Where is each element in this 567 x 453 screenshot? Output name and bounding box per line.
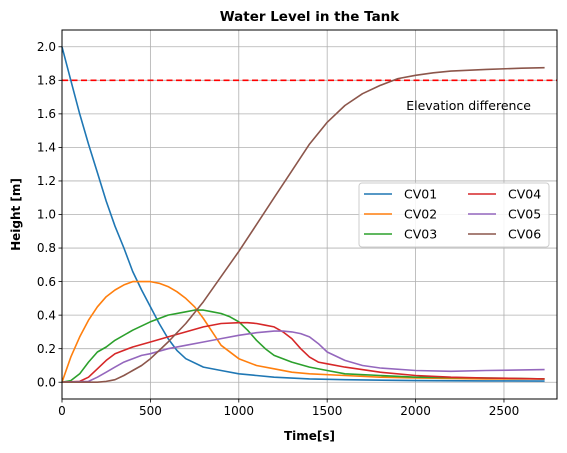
legend: CV01 CV04 CV02 CV05 CV03 CV06 bbox=[358, 182, 550, 248]
legend-label-cv04: CV04 bbox=[508, 186, 541, 201]
legend-label-cv02: CV02 bbox=[404, 206, 437, 221]
series-line-cv04 bbox=[61, 321, 545, 383]
series-line-cv02 bbox=[61, 280, 545, 383]
legend-box bbox=[358, 182, 550, 248]
legend-label-cv01: CV01 bbox=[404, 186, 437, 201]
y-tick-label: 1.8 bbox=[37, 74, 56, 88]
x-tick-label: 2000 bbox=[400, 404, 431, 418]
legend-label-cv05: CV05 bbox=[508, 206, 541, 221]
x-tick-label: 0 bbox=[58, 404, 66, 418]
legend-label-cv06: CV06 bbox=[508, 226, 541, 241]
y-tick-label: 1.4 bbox=[37, 141, 56, 155]
y-tick-label: 0.4 bbox=[37, 308, 56, 322]
y-axis-label: Height [m] bbox=[9, 178, 23, 251]
ticks: 0 500 1000 1500 2000 2500 0.0 0.2 0.4 0.6 0.8 1.0 1.… bbox=[37, 40, 519, 418]
series-line-cv01 bbox=[61, 46, 545, 382]
legend-label-cv03: CV03 bbox=[404, 226, 437, 241]
grid bbox=[61, 30, 557, 399]
y-tick-label: 0.2 bbox=[37, 342, 56, 356]
x-tick-label: 1000 bbox=[224, 404, 255, 418]
y-tick-label: 0.6 bbox=[37, 275, 56, 289]
y-tick-label: 0.8 bbox=[37, 241, 56, 255]
y-tick-label: 0.0 bbox=[37, 375, 56, 389]
series-line-cv03 bbox=[61, 309, 545, 383]
chart-title: Water Level in the Tank bbox=[220, 9, 401, 25]
series-group bbox=[61, 46, 545, 383]
y-tick-label: 2.0 bbox=[37, 40, 56, 54]
y-tick-label: 1.6 bbox=[37, 107, 56, 121]
y-tick-label: 1.0 bbox=[37, 208, 56, 222]
y-tick-label: 1.2 bbox=[37, 174, 56, 188]
x-tick-label: 500 bbox=[139, 404, 162, 418]
x-tick-label: 1500 bbox=[312, 404, 343, 418]
annotation-elevation-difference: Elevation difference bbox=[406, 98, 531, 113]
x-axis-label: Time[s] bbox=[284, 429, 335, 443]
x-tick-label: 2500 bbox=[489, 404, 520, 418]
series-line-cv05 bbox=[61, 330, 545, 383]
series-line-cv06 bbox=[62, 66, 545, 383]
